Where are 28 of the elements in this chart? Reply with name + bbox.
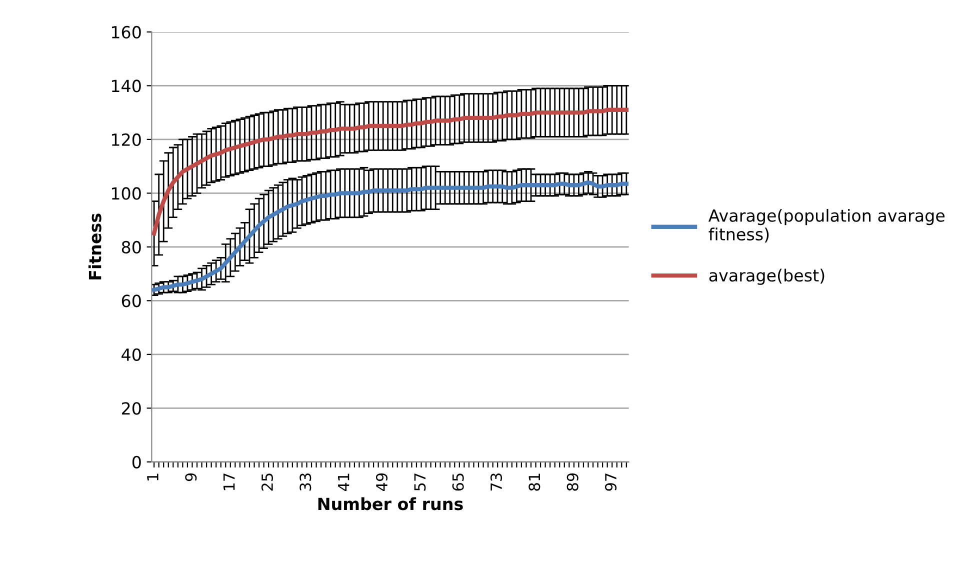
y-tick-label: 60: [122, 294, 141, 308]
legend-label: Avarage(population avarage fitness): [708, 208, 945, 242]
x-axis-title: Number of runs: [318, 497, 463, 510]
y-axis-title: Fitness: [88, 214, 102, 280]
x-tick-label: 97: [604, 474, 617, 491]
x-tick-label: 1: [147, 474, 158, 480]
x-tick-label: 25: [261, 474, 274, 491]
x-tick-label: 57: [414, 474, 426, 491]
y-tick-label: 140: [112, 80, 141, 92]
x-tick-label: 65: [452, 474, 464, 491]
x-tick-label: 9: [185, 473, 197, 482]
x-tick-label: 89: [566, 473, 578, 491]
y-tick-label: 40: [122, 348, 141, 361]
line-series: [152, 108, 628, 236]
line-series: [152, 180, 628, 292]
x-tick-label: 81: [528, 474, 540, 491]
x-tick-label: 41: [338, 474, 350, 492]
y-tick-label: 120: [112, 133, 141, 146]
x-tick-label: 73: [490, 474, 502, 490]
y-tick-label: 20: [122, 402, 141, 415]
y-tick-label: 0: [132, 456, 141, 468]
legend-label: avarage(best): [709, 268, 824, 285]
x-tick-label: 49: [376, 473, 388, 492]
y-tick-label: 100: [112, 187, 141, 200]
x-tick-label: 17: [223, 474, 235, 490]
y-tick-label: 160: [112, 26, 141, 39]
x-tick-label: 33: [300, 474, 312, 491]
y-tick-label: 80: [122, 240, 141, 254]
